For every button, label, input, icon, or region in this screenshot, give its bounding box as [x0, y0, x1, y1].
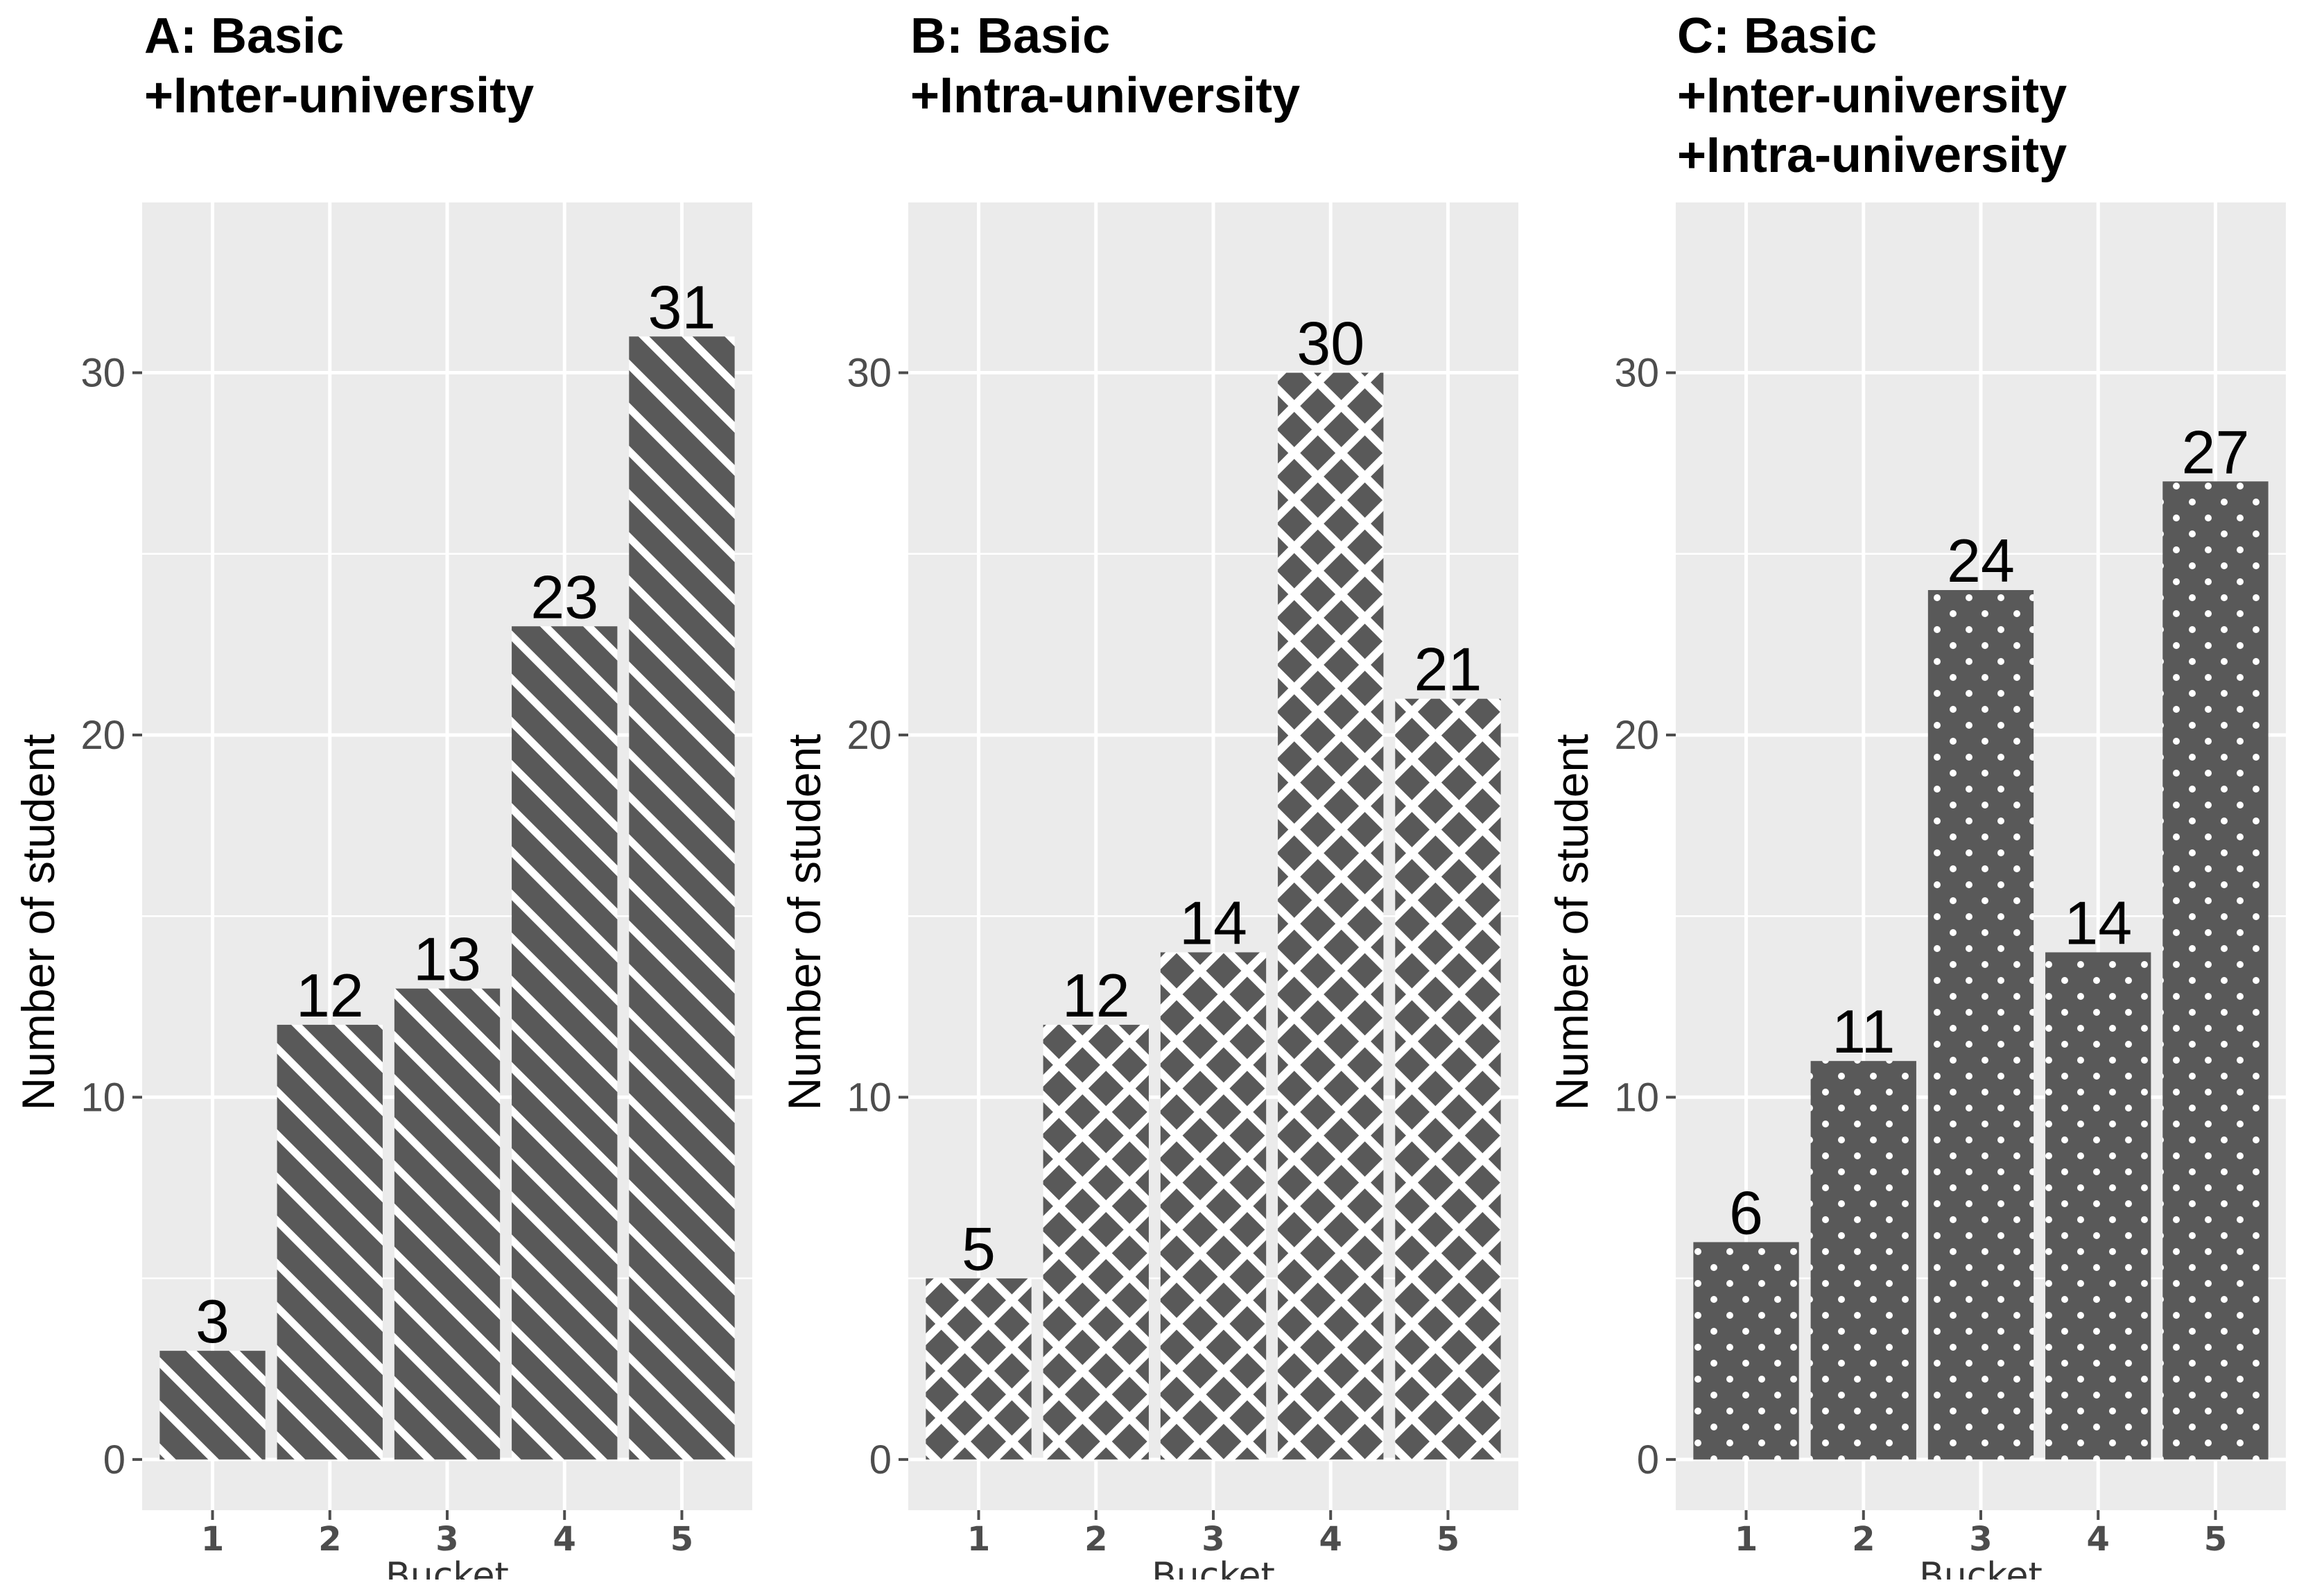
x-tick-label: 4 — [1319, 1520, 1342, 1559]
x-tick-label: 5 — [670, 1520, 693, 1559]
x-tick-label: 1 — [967, 1520, 990, 1559]
x-axis-label: Bucket — [1152, 1555, 1275, 1580]
y-tick-label: 30 — [80, 351, 125, 396]
x-tick-label: 3 — [1202, 1520, 1224, 1559]
y-tick-label: 20 — [80, 713, 125, 758]
bar — [1278, 372, 1384, 1460]
data-label: 13 — [413, 925, 481, 994]
data-label: 21 — [1414, 635, 1482, 704]
data-label: 5 — [962, 1215, 996, 1283]
bar — [1043, 1024, 1149, 1460]
data-label: 14 — [1179, 888, 1247, 957]
data-label: 12 — [296, 961, 364, 1030]
data-label: 24 — [1947, 526, 2015, 595]
y-axis-label: Number of student — [779, 734, 830, 1111]
y-tick-label: 10 — [847, 1075, 892, 1120]
data-label: 12 — [1062, 961, 1130, 1030]
data-label: 14 — [2064, 888, 2132, 957]
bar — [394, 988, 501, 1460]
panel-title-line: +Inter-university — [1677, 68, 2067, 123]
bar — [1810, 1061, 1916, 1460]
x-axis-label: Bucket — [1919, 1555, 2043, 1580]
panel-b: B: Basic+Intra-university512143021010203… — [779, 8, 1518, 1583]
x-tick-label: 2 — [1084, 1520, 1107, 1559]
bar — [277, 1024, 383, 1460]
data-label: 11 — [1832, 997, 1895, 1066]
x-tick-label: 3 — [435, 1520, 458, 1559]
panel-title-line: B: Basic — [910, 8, 1110, 64]
data-label: 30 — [1297, 309, 1364, 378]
y-tick-label: 0 — [869, 1437, 892, 1482]
data-label: 23 — [530, 562, 598, 631]
bar — [926, 1278, 1032, 1460]
y-axis-label: Number of student — [12, 734, 64, 1111]
y-tick-label: 0 — [103, 1437, 125, 1482]
panel-a: A: Basic+Inter-university312132331010203… — [12, 8, 752, 1583]
panel-title-line: +Inter-university — [144, 68, 534, 123]
panel-title-line: +Intra-university — [910, 68, 1300, 123]
x-tick-label: 4 — [2087, 1520, 2110, 1559]
x-axis-label: Bucket — [385, 1555, 509, 1580]
y-tick-label: 10 — [80, 1075, 125, 1120]
bar — [1160, 952, 1267, 1460]
panel-title-line: +Intra-university — [1677, 128, 2067, 183]
data-label: 27 — [2182, 417, 2250, 486]
bar — [1927, 590, 2034, 1460]
bar — [159, 1351, 266, 1460]
bar — [1693, 1242, 1799, 1460]
y-tick-label: 30 — [847, 351, 892, 396]
y-tick-label: 20 — [1614, 713, 1659, 758]
panel-c: C: Basic+Inter-university+Intra-universi… — [1546, 8, 2286, 1583]
data-label: 31 — [648, 273, 716, 341]
x-tick-label: 2 — [1852, 1520, 1875, 1559]
data-label: 3 — [196, 1287, 229, 1356]
bar — [629, 336, 735, 1460]
x-tick-label: 1 — [201, 1520, 224, 1559]
bar — [1395, 698, 1501, 1460]
x-tick-label: 5 — [2204, 1520, 2227, 1559]
bar — [2162, 481, 2269, 1460]
x-tick-label: 1 — [1735, 1520, 1758, 1559]
data-label: 6 — [1729, 1178, 1763, 1247]
y-axis-label: Number of student — [1546, 734, 1597, 1111]
x-tick-label: 5 — [1437, 1520, 1459, 1559]
x-tick-label: 3 — [1969, 1520, 1992, 1559]
x-tick-label: 2 — [318, 1520, 341, 1559]
y-tick-label: 30 — [1614, 351, 1659, 396]
y-tick-label: 10 — [1614, 1075, 1659, 1120]
x-tick-label: 4 — [553, 1520, 576, 1559]
y-tick-label: 20 — [847, 713, 892, 758]
bar — [2045, 952, 2151, 1460]
y-tick-label: 0 — [1637, 1437, 1659, 1482]
panel-title-line: A: Basic — [144, 8, 344, 64]
bar — [512, 626, 618, 1460]
panel-title-line: C: Basic — [1677, 8, 1877, 64]
